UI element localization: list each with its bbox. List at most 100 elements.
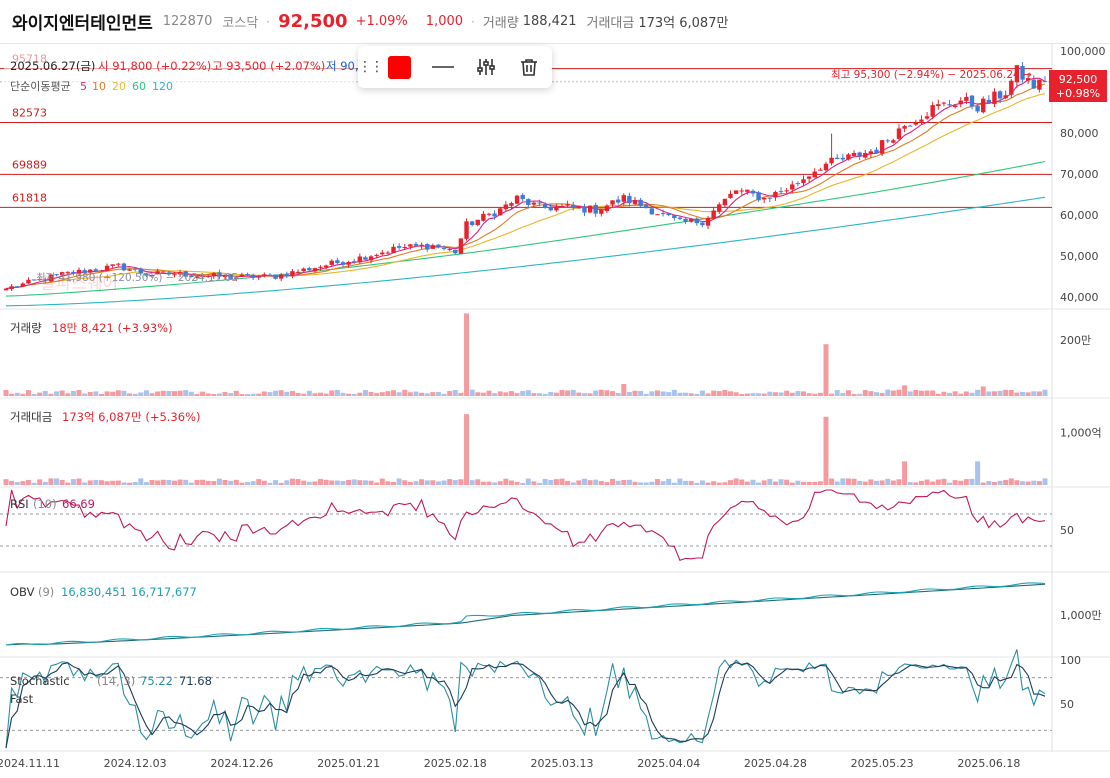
amount-value-label: 173억 6,087만 (+5.36%) (62, 410, 201, 424)
amount-bar (699, 480, 705, 485)
amount-bar (874, 480, 880, 485)
candle (576, 206, 582, 209)
volume-bar (458, 392, 464, 396)
amount-bar (812, 481, 818, 485)
amount-bar (42, 481, 48, 485)
candle (902, 126, 907, 129)
volume-bar (110, 391, 116, 396)
amount-bar (334, 480, 340, 485)
volume-bar (82, 393, 88, 396)
amount-bar (278, 482, 284, 485)
candle (385, 252, 391, 254)
line-style-button[interactable] (421, 46, 464, 88)
candle (402, 247, 407, 249)
volume-bar (447, 391, 453, 396)
amount-bar (907, 482, 913, 485)
volume-bar (211, 393, 217, 396)
stock-header: 와이지엔터테인먼트 122870 코스닥 · 92,500 +1.09% 1,0… (0, 0, 1110, 44)
volume-bar (727, 391, 733, 396)
amount-bar (9, 481, 15, 485)
high-annotation: 최고 95,300 (−2.94%) − 2025.06.24 → (831, 69, 1032, 81)
candle (812, 171, 817, 178)
candle (857, 152, 862, 157)
candle (82, 270, 87, 274)
candle (688, 219, 694, 222)
candle (711, 210, 716, 219)
volume-bar (25, 390, 31, 396)
candle (228, 274, 233, 279)
amount-bar (508, 480, 514, 485)
candle (728, 193, 733, 198)
candle (913, 122, 919, 125)
volume-bar (896, 389, 902, 396)
amount-bar (20, 481, 26, 485)
volume-bar (464, 313, 470, 396)
amount-bar (250, 481, 256, 485)
stochastic-period: (14, 3) (97, 674, 135, 688)
amount-bar (149, 479, 155, 485)
drag-handle-icon[interactable]: ⋮⋮ (358, 59, 384, 75)
volume-bar (705, 393, 711, 396)
last-price-tag-bg (1049, 70, 1107, 102)
amount-bar (70, 479, 76, 485)
volume-bar (497, 391, 503, 396)
candle (908, 125, 913, 127)
amount-bar (1014, 480, 1020, 485)
volume-bar (980, 386, 986, 396)
trash-icon (520, 59, 537, 76)
volume-bar (890, 390, 896, 396)
volume-bar (9, 393, 15, 396)
stock-market: 코스닥 (222, 16, 259, 31)
volume-bar (570, 389, 576, 396)
ma-legend-period: 60 (132, 80, 146, 93)
stock-name[interactable]: 와이지엔터테인먼트 (12, 14, 153, 34)
amount-bar (301, 480, 307, 485)
candle (514, 195, 520, 204)
volume-bar (65, 393, 71, 396)
amount-bar (458, 479, 464, 485)
candle (896, 128, 902, 139)
amount-bar (817, 481, 823, 485)
volume-bar (840, 393, 846, 396)
candle (1042, 81, 1048, 83)
amount-bar (761, 480, 767, 485)
candle (144, 273, 149, 276)
candle (239, 274, 245, 277)
amount-title: 거래대금 (10, 410, 52, 424)
candle (705, 218, 711, 226)
ma-legend-period: 5 (80, 80, 87, 93)
color-picker-button[interactable] (378, 46, 421, 88)
amount-bar (424, 480, 430, 485)
ma20-line (5, 93, 1046, 290)
candle (37, 278, 42, 280)
settings-button[interactable] (464, 46, 507, 88)
candle (947, 104, 952, 106)
volume-label: 거래량 (482, 16, 519, 31)
volume-bar (194, 393, 200, 396)
amount-bar (289, 478, 295, 485)
time-tick-label: 2025.06.18 (957, 757, 1020, 770)
candle (110, 264, 115, 266)
amount-bar (1042, 478, 1048, 485)
volume-bar (1014, 392, 1020, 396)
amount-bar (576, 480, 582, 485)
candle (200, 276, 205, 278)
amount-bar (492, 482, 498, 485)
delete-button[interactable] (507, 46, 550, 88)
amount-bar (924, 479, 930, 485)
amount-value: 173억 6,087만 (638, 16, 729, 31)
candle (1020, 65, 1025, 80)
volume-bar (874, 392, 880, 396)
candle (992, 91, 997, 104)
amount-bar (868, 479, 874, 485)
volume-bar (537, 393, 543, 396)
candle (65, 271, 70, 273)
amount-bar (885, 478, 891, 485)
volume-value: 188,421 (522, 14, 577, 29)
candle (531, 202, 537, 205)
candle (790, 184, 795, 190)
candle (548, 206, 553, 211)
amount-bar (615, 480, 621, 485)
volume-bar (1008, 390, 1014, 396)
